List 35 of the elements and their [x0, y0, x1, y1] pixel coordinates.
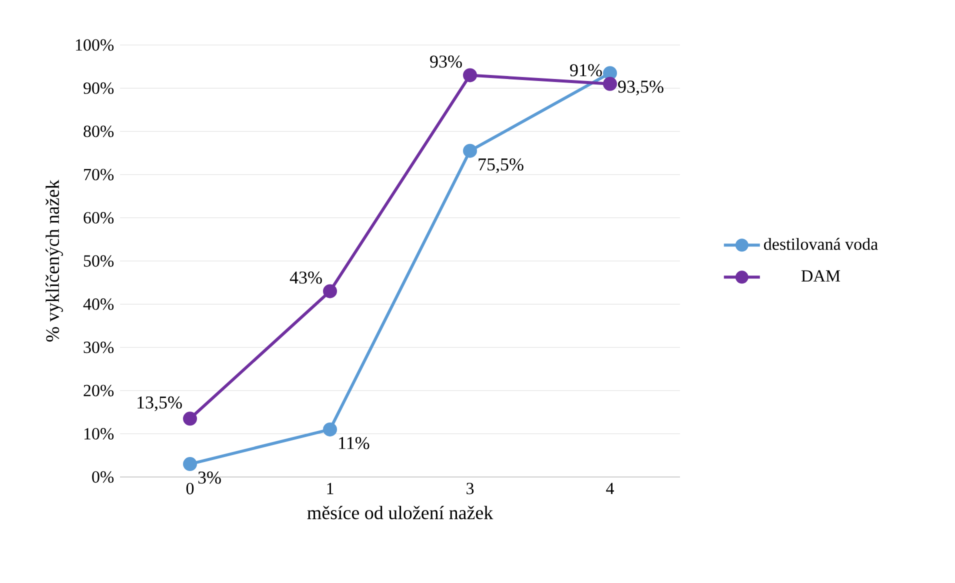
point	[183, 457, 198, 472]
y-tick-label: 90%	[84, 82, 114, 94]
x-tick-label: 0	[186, 482, 194, 494]
data-label: 93%	[430, 56, 462, 68]
point	[323, 422, 338, 436]
point	[603, 76, 617, 91]
x-tick-label: 1	[327, 482, 334, 494]
y-tick-label: 100%	[76, 39, 114, 51]
data-label: 43%	[290, 272, 322, 284]
y-tick-label: 50%	[84, 255, 114, 267]
legend-label: destilovaná voda	[764, 238, 878, 250]
y-tick-label: 30%	[84, 342, 114, 354]
y-tick-label: 10%	[84, 428, 114, 440]
y-tick-label: 20%	[84, 384, 114, 396]
x-tick-label: 4	[606, 482, 614, 494]
data-label: 3%	[198, 472, 221, 484]
point	[603, 66, 617, 80]
data-label: 93,5%	[618, 80, 664, 96]
text: DAM	[801, 270, 840, 282]
data-label: 75,5%	[478, 158, 524, 174]
y-tick-label: 80%	[84, 126, 114, 138]
x-axis-title: měsíce od uložení nažek	[307, 506, 494, 520]
x-tick-label: 3	[466, 482, 474, 494]
point	[323, 284, 338, 298]
data-label: 13,5%	[138, 396, 182, 412]
y-tick-label: 0%	[92, 471, 114, 483]
y-tick-label: 70%	[84, 168, 114, 180]
y-tick-label: 40%	[83, 298, 114, 310]
y-axis-title: % vyklíčených nažek	[46, 180, 63, 342]
point	[463, 68, 478, 82]
data-label: 91%	[570, 64, 602, 76]
y-tick-label: 60%	[84, 212, 114, 224]
data-label: 11%	[339, 436, 370, 450]
point	[183, 412, 198, 426]
point	[463, 144, 478, 158]
